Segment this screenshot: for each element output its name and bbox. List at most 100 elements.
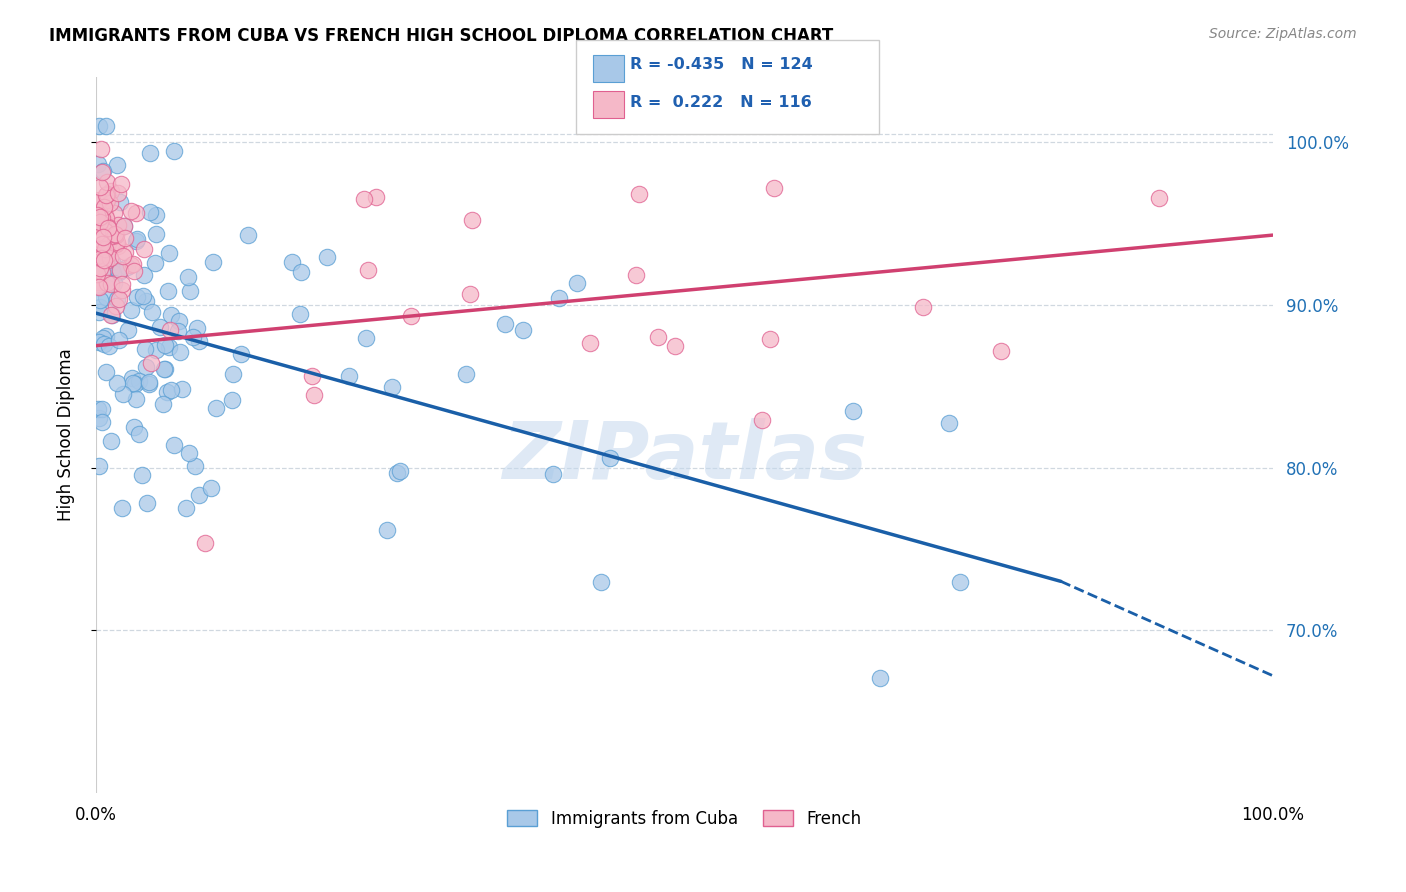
Y-axis label: High School Diploma: High School Diploma xyxy=(58,349,75,522)
Point xyxy=(97,339,120,353)
Point xyxy=(512,323,534,337)
Point xyxy=(86,280,108,294)
Point xyxy=(104,300,127,314)
Point xyxy=(122,257,145,271)
Point xyxy=(157,340,180,354)
Point xyxy=(110,177,132,191)
Point xyxy=(94,224,117,238)
Point xyxy=(89,240,111,254)
Point xyxy=(89,204,111,219)
Point xyxy=(132,243,155,257)
Point xyxy=(93,242,115,256)
Point xyxy=(357,263,380,277)
Point xyxy=(91,218,114,232)
Point xyxy=(911,300,934,314)
Point xyxy=(111,283,134,297)
Point xyxy=(100,255,122,269)
Point xyxy=(222,367,245,381)
Point xyxy=(187,488,209,502)
Point xyxy=(104,227,127,242)
Point xyxy=(167,324,190,338)
Point xyxy=(108,293,131,307)
Point xyxy=(90,211,112,225)
Point xyxy=(97,221,120,235)
Point xyxy=(107,218,129,232)
Point xyxy=(949,575,972,590)
Point xyxy=(842,404,865,418)
Point xyxy=(96,290,118,304)
Point xyxy=(177,270,200,285)
Point xyxy=(89,215,111,229)
Point xyxy=(93,246,115,260)
Point xyxy=(89,293,111,307)
Point xyxy=(112,387,135,401)
Text: Source: ZipAtlas.com: Source: ZipAtlas.com xyxy=(1209,27,1357,41)
Point xyxy=(86,207,108,221)
Point xyxy=(112,219,135,234)
Point xyxy=(100,308,122,322)
Point xyxy=(647,329,669,343)
Point xyxy=(91,165,114,179)
Point xyxy=(869,671,891,685)
Point xyxy=(105,158,128,172)
Point xyxy=(105,376,128,390)
Point xyxy=(96,195,118,210)
Point xyxy=(301,368,323,383)
Point xyxy=(337,369,360,384)
Point xyxy=(221,392,243,407)
Point xyxy=(87,207,110,221)
Point xyxy=(89,204,111,219)
Point xyxy=(98,251,121,265)
Point xyxy=(125,206,148,220)
Point xyxy=(115,260,138,275)
Point xyxy=(91,207,114,221)
Point xyxy=(143,255,166,269)
Point xyxy=(96,247,118,261)
Point xyxy=(89,228,111,243)
Point xyxy=(101,260,124,275)
Point xyxy=(100,184,122,198)
Point xyxy=(138,376,160,391)
Point xyxy=(111,277,134,292)
Point xyxy=(231,347,253,361)
Point xyxy=(108,195,131,210)
Point xyxy=(89,280,111,294)
Point xyxy=(145,208,167,222)
Point xyxy=(107,239,129,253)
Point xyxy=(353,192,375,206)
Point xyxy=(138,376,160,390)
Point xyxy=(385,467,408,481)
Point xyxy=(94,211,117,226)
Point xyxy=(105,292,128,306)
Point xyxy=(122,376,145,391)
Point xyxy=(103,205,125,219)
Point xyxy=(135,359,157,374)
Point xyxy=(149,319,172,334)
Point xyxy=(86,235,108,249)
Point xyxy=(1147,191,1170,205)
Point xyxy=(153,361,176,376)
Point xyxy=(181,329,204,343)
Point xyxy=(120,204,142,219)
Point xyxy=(90,246,112,260)
Point xyxy=(86,235,108,249)
Point xyxy=(188,334,211,349)
Point xyxy=(194,536,217,550)
Point xyxy=(238,227,260,242)
Point xyxy=(97,220,120,235)
Point xyxy=(108,263,131,277)
Point xyxy=(108,333,131,347)
Point xyxy=(120,258,142,272)
Point xyxy=(128,426,150,441)
Text: ZIPatlas: ZIPatlas xyxy=(502,417,868,495)
Point xyxy=(90,142,112,156)
Point xyxy=(89,195,111,210)
Point xyxy=(94,365,117,379)
Point xyxy=(89,238,111,252)
Point xyxy=(381,380,404,394)
Point xyxy=(94,187,117,202)
Point xyxy=(90,233,112,247)
Point xyxy=(167,313,190,327)
Point xyxy=(114,231,136,245)
Point xyxy=(281,255,304,269)
